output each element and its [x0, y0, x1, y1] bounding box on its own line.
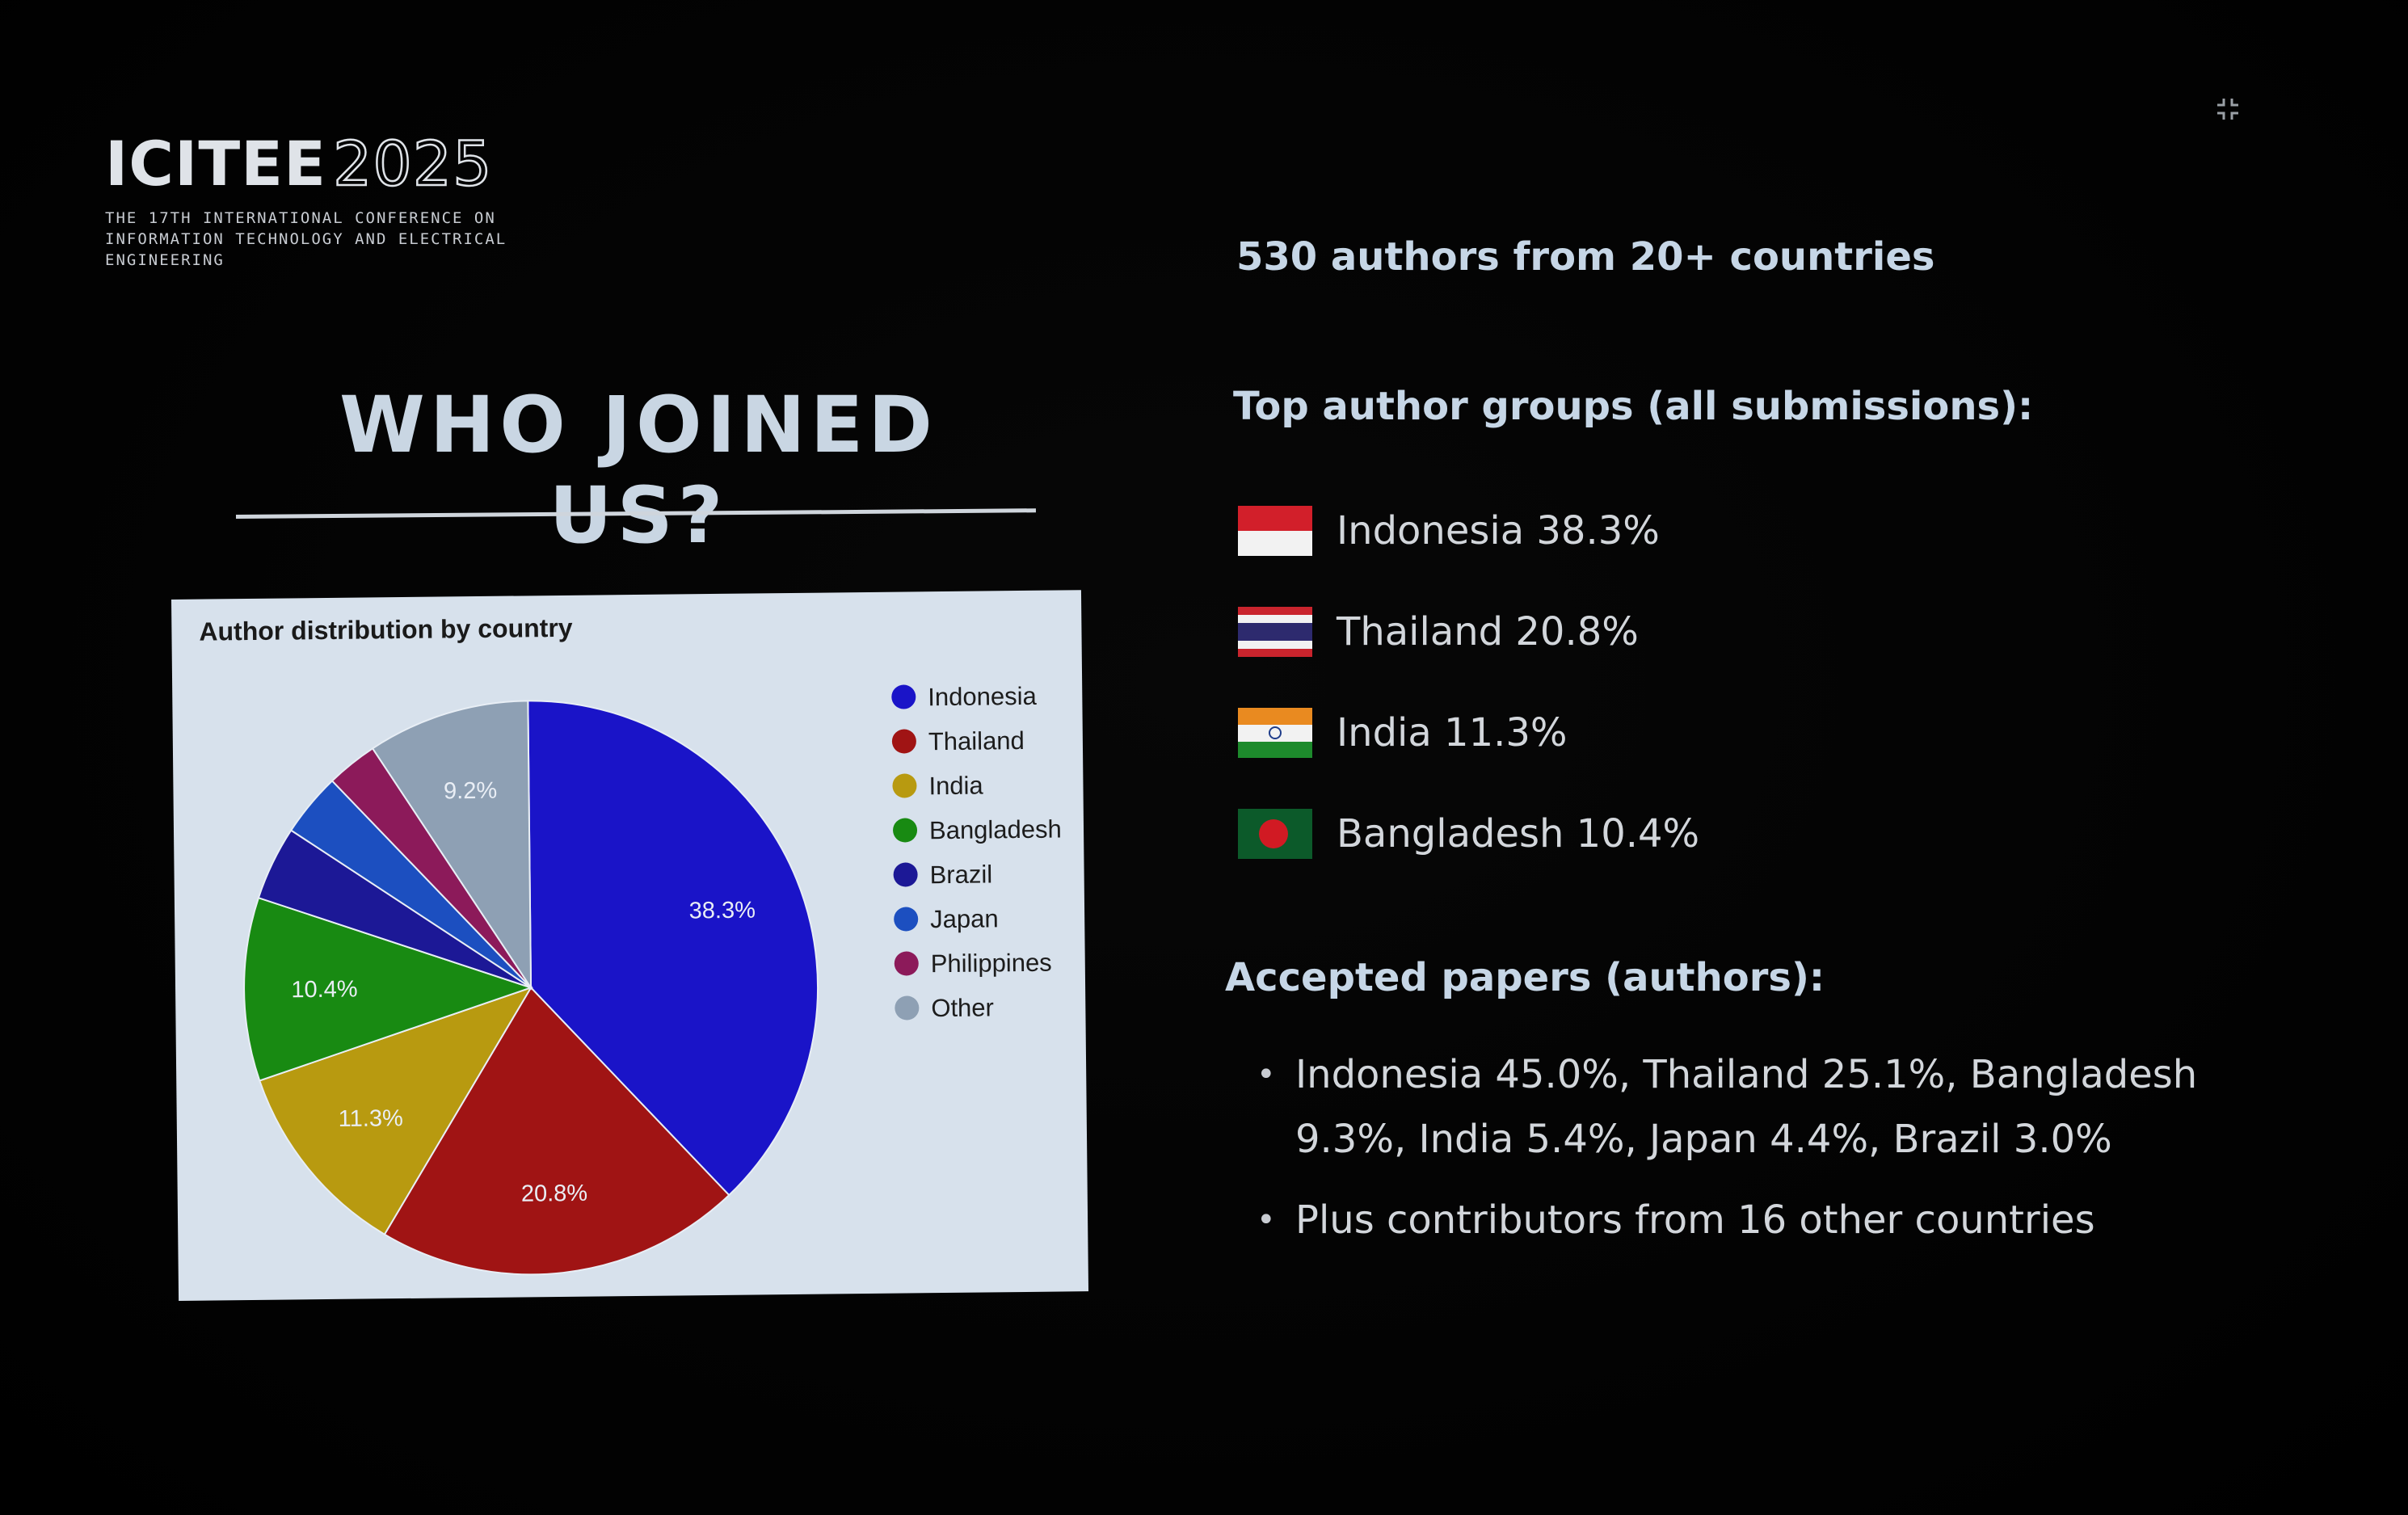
legend-swatch [894, 951, 919, 976]
legend-swatch [891, 729, 916, 754]
group-label: India 11.3% [1337, 710, 1568, 755]
group-label: Bangladesh 10.4% [1337, 811, 1700, 856]
legend-label: Japan [930, 904, 999, 933]
pie-slice-thailand [383, 986, 730, 1276]
pie-slice-india [258, 986, 533, 1236]
bangladesh-flag-icon [1238, 809, 1312, 859]
logo-word-bold: ICITEE [105, 128, 327, 200]
legend-label: Thailand [928, 726, 1025, 755]
legend-swatch [895, 995, 920, 1021]
pie-chart: 38.3% 20.8% 11.3% 10.4% 9.2% Indonesia Thailan… [243, 682, 1062, 1276]
indonesia-flag-icon [1238, 506, 1312, 556]
slice-data-label: 10.4% [291, 976, 358, 1003]
slice-data-label: 9.2% [444, 778, 497, 805]
top-groups-heading: Top author groups (all submissions): [1233, 384, 2034, 429]
authors-headline: 530 authors from 20+ countries [1236, 234, 1935, 280]
legend-swatch [893, 862, 918, 887]
list-item: Plus contributors from 16 other countrie… [1257, 1188, 2259, 1252]
pie-slice-bangladesh [243, 896, 534, 1082]
accepted-heading: Accepted papers (authors): [1225, 955, 1825, 1000]
group-label: Thailand 20.8% [1337, 609, 1639, 654]
slice-data-label: 20.8% [521, 1180, 588, 1207]
legend-swatch [891, 684, 916, 709]
legend-label: Philippines [931, 949, 1052, 978]
thailand-flag-icon [1238, 607, 1312, 657]
group-row-bangladesh: Bangladesh 10.4% [1238, 806, 1699, 862]
logo-word-outline: 2025 [332, 128, 493, 200]
conference-logo: ICITEE 2025 THE 17TH INTERNATIONAL CONFER… [105, 132, 525, 271]
legend-label: India [928, 771, 983, 800]
legend-swatch [894, 907, 919, 932]
pie-slice-other [371, 700, 533, 991]
logo-subtitle: THE 17TH INTERNATIONAL CONFERENCE ON INF… [105, 209, 507, 269]
pie-chart-card: Author distribution by country 38.3% 20.8… [171, 590, 1089, 1301]
slice-data-label: 11.3% [339, 1105, 403, 1132]
logo-wordmark: ICITEE 2025 [105, 132, 525, 196]
legend-label: Other [931, 993, 994, 1022]
list-item: Indonesia 45.0%, Thailand 25.1%, Banglad… [1257, 1042, 2259, 1172]
fullscreen-exit-icon[interactable] [2214, 95, 2242, 123]
pie-slice-indonesia [527, 700, 819, 1197]
legend-label: Brazil [929, 860, 992, 889]
slide-title: WHO JOINED US? [339, 380, 937, 561]
legend-label: Indonesia [928, 682, 1038, 711]
accepted-list: Indonesia 45.0%, Thailand 25.1%, Banglad… [1257, 1042, 2259, 1252]
slice-data-label: 38.3% [689, 898, 756, 924]
group-label: Indonesia 38.3% [1337, 508, 1660, 553]
legend-swatch [893, 818, 918, 843]
group-row-india: India 11.3% [1238, 705, 1568, 761]
legend-label: Bangladesh [929, 814, 1062, 844]
group-row-indonesia: Indonesia 38.3% [1238, 503, 1660, 559]
india-flag-icon [1238, 708, 1312, 758]
group-row-thailand: Thailand 20.8% [1238, 604, 1639, 660]
legend-swatch [892, 773, 917, 798]
